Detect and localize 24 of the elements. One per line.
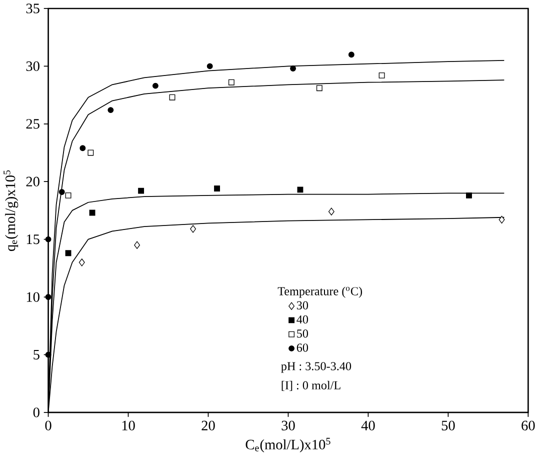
y-tick-label: 20 [26, 176, 40, 186]
x-tick-label: 60 [522, 420, 535, 430]
x-tick-label: 30 [282, 420, 295, 430]
y-tick-label: 35 [26, 4, 40, 14]
annotation: pH : 3.50-3.40 [281, 362, 352, 373]
legend-label: 60 [296, 344, 308, 352]
y-tick-label: 25 [26, 119, 40, 129]
y-tick-label: 5 [34, 350, 40, 360]
x-axis-title: C$_{e}$(mol/L)x10$^{5}$ [246, 438, 330, 452]
x-tick-label: 40 [361, 420, 375, 430]
annotation: [I] : 0 mol/L [282, 380, 340, 391]
y-tick-label: 0 [33, 408, 40, 418]
y-tick-label: 10 [26, 292, 40, 302]
x-tick-label: 10 [122, 420, 135, 430]
y-tick-label: 15 [26, 234, 40, 244]
legend-label: 40 [296, 315, 308, 324]
x-tick-label: 50 [442, 420, 455, 430]
legend-label: 50 [297, 329, 308, 338]
y-axis-title: q$_{e}$(mol/g)x10$^{5}$ [4, 170, 18, 251]
legend-label: 30 [296, 301, 308, 310]
y-tick-label: 30 [26, 61, 40, 72]
x-tick-label: 20 [202, 420, 215, 430]
legend-title: Temperature ($^{o}$C) [278, 286, 362, 298]
x-tick-label: 0 [45, 420, 52, 430]
